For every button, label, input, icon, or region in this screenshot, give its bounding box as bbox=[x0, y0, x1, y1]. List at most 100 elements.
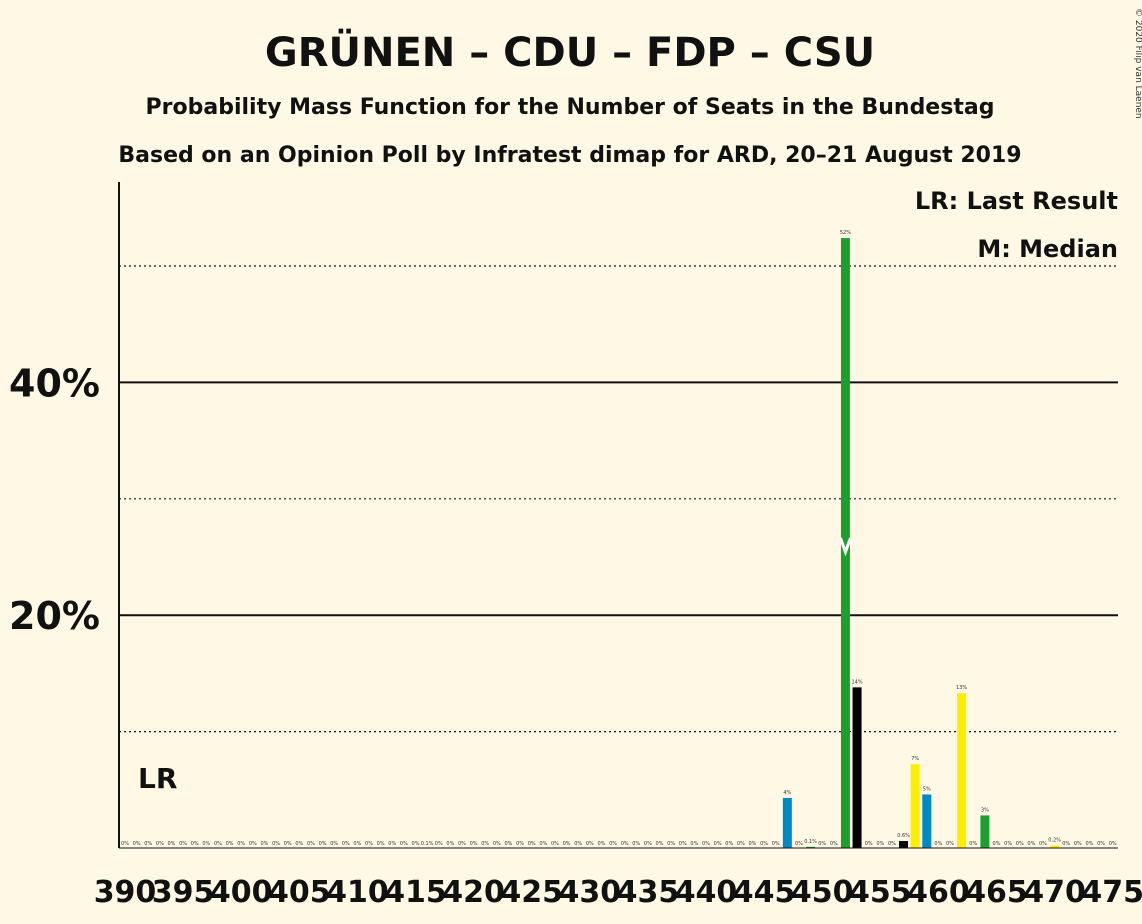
bar-value-label: 0% bbox=[644, 841, 652, 847]
x-tick-label: 395 bbox=[152, 875, 215, 910]
bar-459 bbox=[922, 794, 932, 848]
bar-value-label: 0% bbox=[481, 841, 489, 847]
bar-value-label: 0.2% bbox=[1048, 838, 1061, 844]
bar-value-label: 0% bbox=[760, 841, 768, 847]
x-tick-label: 450 bbox=[791, 875, 854, 910]
bar-449 bbox=[806, 846, 816, 848]
bar-value-label: 0% bbox=[586, 841, 594, 847]
bar-value-label: 0% bbox=[1039, 841, 1047, 847]
bar-value-label: 0% bbox=[888, 841, 896, 847]
bar-value-label: 0% bbox=[179, 841, 187, 847]
chart-title: GRÜNEN – CDU – FDP – CSU bbox=[265, 28, 875, 76]
bar-value-label: 0% bbox=[458, 841, 466, 847]
bar-value-label: 0% bbox=[191, 841, 199, 847]
bar-value-label: 0% bbox=[516, 841, 524, 847]
bars bbox=[782, 238, 1060, 849]
legend-last-result: LR: Last Result bbox=[915, 187, 1118, 215]
bar-value-label: 0% bbox=[400, 841, 408, 847]
bar-value-label: 0% bbox=[993, 841, 1001, 847]
bar-value-label: 0% bbox=[632, 841, 640, 847]
bar-value-label: 0% bbox=[737, 841, 745, 847]
bar-value-label: 0% bbox=[272, 841, 280, 847]
bar-value-label: 0% bbox=[121, 841, 129, 847]
x-tick-label: 460 bbox=[907, 875, 970, 910]
chart-subtitle: Probability Mass Function for the Number… bbox=[146, 95, 995, 120]
bar-value-label: 0% bbox=[330, 841, 338, 847]
bar-value-label: 0% bbox=[1097, 841, 1105, 847]
x-tick-label: 445 bbox=[733, 875, 796, 910]
bar-value-label: 0% bbox=[609, 841, 617, 847]
bar-value-label: 0% bbox=[377, 841, 385, 847]
chart-subtitle-poll: Based on an Opinion Poll by Infratest di… bbox=[118, 143, 1021, 168]
bar-value-label: 0% bbox=[365, 841, 373, 847]
bar-value-label: 0% bbox=[690, 841, 698, 847]
bar-value-label: 0% bbox=[1016, 841, 1024, 847]
bar-458 bbox=[910, 764, 920, 848]
bar-value-label: 0% bbox=[876, 841, 884, 847]
bar-value-label: 0% bbox=[1004, 841, 1012, 847]
bar-452 bbox=[840, 238, 850, 849]
bar-457 bbox=[899, 841, 909, 848]
bar-value-label: 0% bbox=[667, 841, 675, 847]
bar-value-label: 0% bbox=[260, 841, 268, 847]
bar-value-label: 0% bbox=[435, 841, 443, 847]
bar-value-label: 0% bbox=[702, 841, 710, 847]
bar-value-label: 0% bbox=[226, 841, 234, 847]
bar-464 bbox=[980, 815, 990, 848]
bar-value-label: 0% bbox=[865, 841, 873, 847]
bar-value-label: 0% bbox=[1074, 841, 1082, 847]
x-tick-label: 435 bbox=[617, 875, 680, 910]
bar-value-label: 0% bbox=[353, 841, 361, 847]
bar-value-labels: 0% 0% 0% 0% 0% 0% 0% 0% 0% 0% 0% 0% 0% 0% 0% 0% 0% 0% 0% 0%… bbox=[121, 230, 1117, 847]
bar-value-label: 0% bbox=[504, 841, 512, 847]
bar-value-label: 0% bbox=[1085, 841, 1093, 847]
bar-value-label: 0% bbox=[295, 841, 303, 847]
last-result-marker: LR bbox=[138, 762, 177, 795]
x-tick-label: 405 bbox=[268, 875, 331, 910]
y-axis-labels: 20% 40% bbox=[9, 361, 100, 638]
x-tick-label: 415 bbox=[384, 875, 447, 910]
bar-value-label: 0% bbox=[307, 841, 315, 847]
bar-value-label: 0% bbox=[168, 841, 176, 847]
x-tick-label: 425 bbox=[500, 875, 563, 910]
bar-value-label: 0% bbox=[493, 841, 501, 847]
bar-453 bbox=[852, 687, 862, 848]
bar-value-label: 0% bbox=[388, 841, 396, 847]
bar-value-label: 0% bbox=[249, 841, 257, 847]
bar-value-label: 0% bbox=[539, 841, 547, 847]
bar-value-label: 0% bbox=[1109, 841, 1117, 847]
bar-value-label: 0% bbox=[470, 841, 478, 847]
bar-value-label: 0% bbox=[1062, 841, 1070, 847]
bar-value-label: 7% bbox=[911, 756, 919, 762]
bar-value-label: 0% bbox=[563, 841, 571, 847]
grid-lines bbox=[119, 265, 1118, 733]
bar-value-label: 0% bbox=[412, 841, 420, 847]
bar-value-label: 0% bbox=[446, 841, 454, 847]
bar-value-label: 0% bbox=[818, 841, 826, 847]
x-tick-label: 420 bbox=[442, 875, 505, 910]
y-tick-label: 20% bbox=[9, 594, 100, 638]
bar-value-label: 0% bbox=[133, 841, 141, 847]
x-tick-label: 400 bbox=[210, 875, 273, 910]
copyright-notice: © 2020 Filip van Laenen bbox=[1133, 8, 1142, 119]
bar-value-label: 0% bbox=[342, 841, 350, 847]
x-axis-labels: 3903954004054104154204254304354404454504… bbox=[94, 875, 1142, 910]
bar-value-label: 0% bbox=[714, 841, 722, 847]
bar-value-label: 0% bbox=[969, 841, 977, 847]
x-tick-label: 440 bbox=[675, 875, 738, 910]
bar-value-label: 5% bbox=[923, 786, 931, 792]
bar-value-label: 0% bbox=[1027, 841, 1035, 847]
bar-value-label: 3% bbox=[981, 807, 989, 813]
bar-value-label: 0% bbox=[795, 841, 803, 847]
bar-value-label: 0% bbox=[202, 841, 210, 847]
bar-value-label: 0% bbox=[656, 841, 664, 847]
x-tick-label: 410 bbox=[326, 875, 389, 910]
bar-value-label: 0% bbox=[679, 841, 687, 847]
bar-value-label: 0% bbox=[284, 841, 292, 847]
bar-value-label: 52% bbox=[840, 230, 851, 236]
bar-value-label: 0% bbox=[319, 841, 327, 847]
x-tick-label: 390 bbox=[94, 875, 157, 910]
bar-value-label: 0% bbox=[621, 841, 629, 847]
x-tick-label: 465 bbox=[965, 875, 1028, 910]
